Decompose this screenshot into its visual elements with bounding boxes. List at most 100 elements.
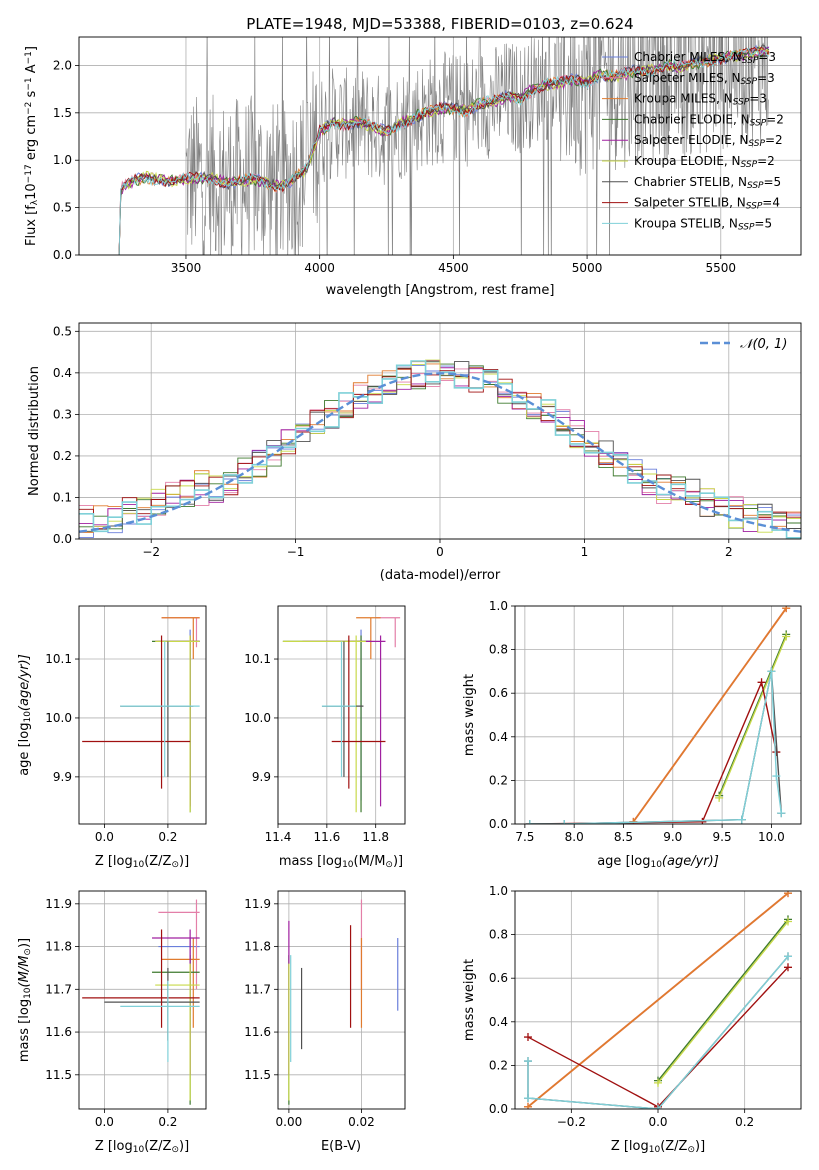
massweight_vs_age-ytick-label: 0.4 — [489, 730, 508, 744]
residuals-ytick-label: 0.3 — [53, 407, 72, 421]
age-vs-Z-xlabel: Z [log10(Z/Z⊙)] — [95, 854, 189, 870]
massweight_vs_age-marker-kroupa_miles — [782, 606, 791, 613]
age_vs_mass-xtick-label: 11.8 — [362, 830, 389, 844]
mass_vs_Z-ytick-label: 11.6 — [45, 1025, 72, 1039]
legend-label-salpeter_stelib-part: =4 — [762, 196, 780, 210]
legend-label-salpeter_miles-part: SSP — [741, 77, 758, 87]
massweight_vs_age-marker-kroupa_stelib — [560, 820, 569, 824]
spectrum-model-kroupa_stelib — [118, 47, 770, 255]
massweight_vs_Z-marker-kroupa_elodie — [784, 917, 792, 926]
spectrum-model-salpeter_stelib — [118, 46, 770, 255]
massweight_vs_Z-marker-kroupa_elodie — [654, 1078, 662, 1087]
massweight_vs_Z-plot — [524, 891, 792, 1109]
age-vs-Z-xlabel-part: (Z/Z — [144, 854, 171, 869]
massweight-vs-Z-xlabel-part: 10 — [649, 1145, 661, 1155]
massweight_vs_Z-marker-kroupa_stelib — [524, 1057, 532, 1066]
massweight_vs_Z-marker-kroupa_miles — [524, 1102, 532, 1109]
spectrum-ylabel-part: ] — [24, 46, 39, 51]
massweight_vs_age-line-kroupa_stelib — [529, 671, 782, 824]
mass_vs_ebv-ytick-label: 11.8 — [244, 940, 271, 954]
massweight_vs_age-ytick-label: 0.8 — [489, 643, 508, 657]
spectrum-xtick-label: 3500 — [171, 261, 202, 275]
massweight_vs_Z-marker-kroupa_stelib — [654, 1105, 662, 1109]
massweight_vs_Z-line-kroupa_miles — [527, 892, 789, 1108]
massweight_vs_Z-marker-kroupa_stelib — [524, 1094, 532, 1103]
massweight-vs-age-xlabel-part: 10 — [650, 860, 662, 870]
spectrum-xtick-label: 5000 — [572, 261, 603, 275]
massweight_vs_Z-xtick-label: −0.2 — [557, 1115, 586, 1129]
spectrum-xtick-label: 4500 — [438, 261, 469, 275]
massweight_vs_age-marker-kroupa_stelib — [767, 667, 776, 676]
legend-label-chabrier_stelib: Chabrier STELIB, NSSP=5 — [634, 175, 781, 191]
mass_vs_Z-xtick-label: 0.0 — [95, 1115, 114, 1129]
spectrum-legend: Chabrier MILES, NSSP=3 Salpeter MILES, NS… — [602, 50, 784, 233]
massweight_vs_age-marker-kroupa_stelib — [737, 815, 746, 824]
residuals-xtick-label: −2 — [142, 545, 160, 559]
age_vs_Z-xtick-label: 0.0 — [95, 830, 114, 844]
age_vs_mass-ytick-label: 10.0 — [244, 711, 271, 725]
age-vs-mass-xlabel-part: )] — [393, 854, 403, 869]
legend-label-kroupa_miles-part: Kroupa MILES, N — [634, 92, 733, 106]
mass_vs_ebv-ytick-label: 11.7 — [244, 982, 271, 996]
mass-vs-Z-ylabel-part: )] — [17, 938, 32, 948]
age_vs_Z-frame — [78, 605, 207, 825]
spectrum-xlabel: wavelength [Angstrom, rest frame] — [326, 283, 555, 298]
massweight_vs_Z-line-kroupa_elodie — [657, 921, 789, 1084]
massweight_vs_Z-ytick-label: 0.6 — [489, 971, 508, 985]
age_vs_Z-xtick-label: 0.2 — [158, 830, 177, 844]
age-vs-Z-xlabel-part: 10 — [133, 860, 145, 870]
mass_vs_ebv-ytick-label: 11.6 — [244, 1025, 271, 1039]
massweight_vs_age-marker-kroupa_stelib — [777, 809, 786, 818]
mass-vs-Z-xlabel-part: Z [log — [95, 1139, 133, 1154]
massweight_vs_age-xtick-label: 9.0 — [663, 830, 682, 844]
mass-vs-Z-ylabel-part: (M/M — [17, 956, 32, 988]
age_vs_mass-xtick-label: 11.6 — [313, 830, 340, 844]
legend-label-chabrier_miles-part: SSP — [742, 56, 759, 66]
age-vs-Z-ylabel-part: (age/yr)] — [17, 654, 32, 711]
mass_vs_Z-xtick-label: 0.2 — [158, 1115, 177, 1129]
legend-label-chabrier_miles-part: Chabrier MILES, N — [634, 50, 742, 64]
mass_vs_ebv-plot — [288, 899, 399, 1105]
massweight_vs_age-marker-kroupa_elodie — [715, 793, 724, 802]
mass_vs_Z-plot — [82, 899, 200, 1105]
age_vs_Z-ytick-label: 9.9 — [53, 770, 72, 784]
massweight_vs_Z-ytick-label: 1.0 — [489, 884, 508, 898]
legend-label-kroupa_elodie-part: Kroupa ELODIE, N — [634, 154, 741, 168]
mass_vs_ebv-axes: 0.00 0.02 11.5 11.6 11.7 11.8 11.9 — [244, 890, 406, 1129]
massweight_vs_age-xtick-label: 7.5 — [515, 830, 534, 844]
spectrum-ylabel-part: −1 — [24, 51, 34, 64]
legend-label-salpeter_stelib-part: SSP — [746, 202, 763, 212]
legend-label-kroupa_elodie-part: =2 — [757, 154, 775, 168]
legend-label-chabrier_miles: Chabrier MILES, NSSP=3 — [634, 50, 776, 66]
legend-label-chabrier_elodie-part: =2 — [766, 112, 784, 126]
legend-label-salpeter_stelib-part: Salpeter STELIB, N — [634, 196, 746, 210]
legend-label-chabrier_elodie: Chabrier ELODIE, NSSP=2 — [634, 112, 784, 128]
age_vs_mass-ytick-label: 10.1 — [244, 652, 271, 666]
legend-label-kroupa_stelib-part: Kroupa STELIB, N — [634, 216, 738, 230]
spectrum-ylabel-part: −1 — [24, 77, 34, 90]
massweight_vs_age-marker-kroupa_stelib — [525, 820, 534, 824]
massweight_vs_age-plot — [525, 606, 791, 824]
massweight_vs_age-ylabel: mass weight — [462, 674, 477, 756]
spectrum-xtick-label: 5500 — [706, 261, 737, 275]
mass-vs-Z-xlabel: Z [log10(Z/Z⊙)] — [95, 1139, 189, 1155]
mass_vs_Z-ytick-label: 11.7 — [45, 982, 72, 996]
age-vs-mass-xlabel-part: 10 — [342, 860, 354, 870]
massweight_vs_Z-line-chabrier_elodie — [657, 918, 789, 1082]
age-vs-mass-xlabel-part: (M/M — [354, 854, 386, 869]
age-vs-Z-xlabel-part: )] — [179, 854, 189, 869]
legend-label-kroupa_stelib: Kroupa STELIB, NSSP=5 — [634, 216, 772, 232]
massweight-vs-age-xlabel: age [log10(age/yr)] — [597, 854, 719, 870]
massweight_vs_Z-marker-kroupa_miles — [784, 891, 792, 898]
age_vs_Z-plot — [82, 617, 200, 813]
age_vs_mass-plot — [282, 617, 401, 813]
massweight_vs_age-ytick-label: 0.6 — [489, 686, 508, 700]
spectrum-ytick-label: 1.5 — [53, 106, 72, 120]
mass-vs-Z-ylabel-part: mass [log — [17, 999, 32, 1062]
legend-label-salpeter_miles: Salpeter MILES, NSSP=3 — [634, 71, 775, 87]
residuals-ytick-label: 0.0 — [53, 532, 72, 546]
spectrum-plot — [118, 37, 770, 255]
massweight_vs_Z-marker-kroupa_stelib — [784, 952, 792, 961]
massweight-vs-Z-xlabel-part: (Z/Z — [660, 1139, 687, 1154]
residuals-ytick-label: 0.5 — [53, 324, 72, 338]
